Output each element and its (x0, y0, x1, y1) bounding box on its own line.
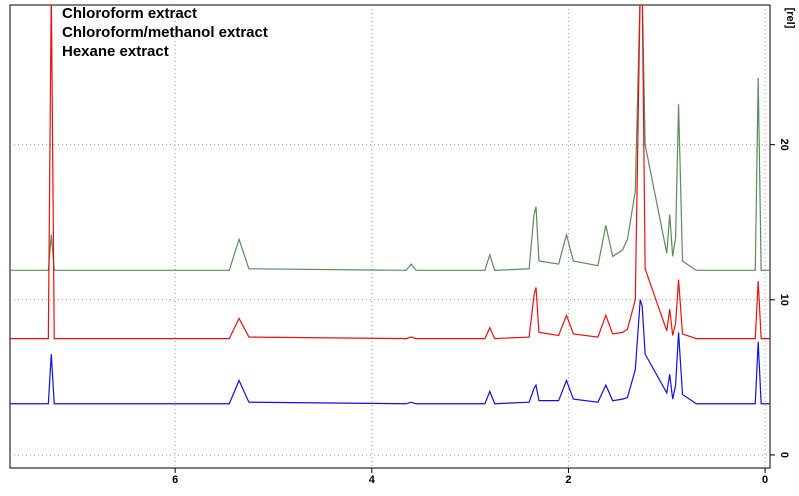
spectrum-line (10, 5, 770, 271)
x-tick-label: 2 (565, 474, 571, 486)
spectrum-line (10, 5, 770, 340)
y-axis-label: [rel] (784, 8, 796, 29)
y-tick-label: 10 (778, 294, 790, 306)
plot-area (10, 5, 770, 405)
y-tick-label: 0 (778, 452, 790, 458)
legend-entry: Chloroform extract (62, 5, 197, 22)
legend-entry: Hexane extract (62, 43, 169, 60)
plot-frame (9, 4, 771, 469)
spectrum-line (10, 299, 770, 405)
y-tick-label: 20 (778, 139, 790, 151)
x-tick-label: 6 (172, 474, 178, 486)
legend-entry: Chloroform/methanol extract (62, 24, 268, 41)
x-tick-label: 0 (762, 474, 768, 486)
x-tick-label: 4 (369, 474, 376, 486)
